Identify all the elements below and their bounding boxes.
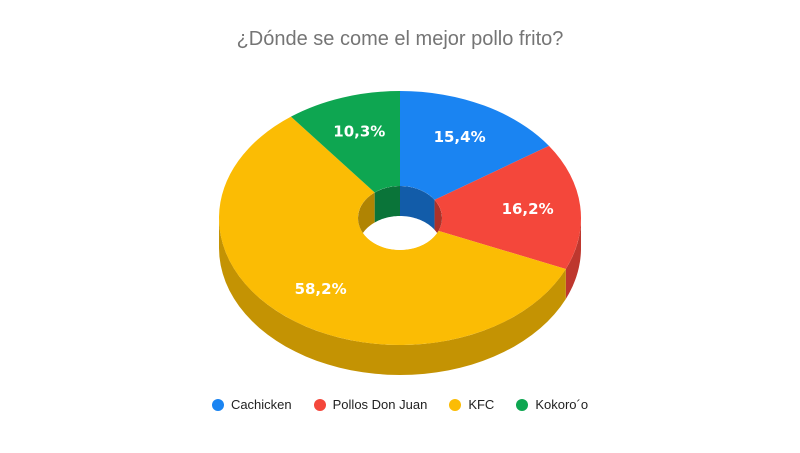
- chart-title: ¿Dónde se come el mejor pollo frito?: [236, 28, 564, 50]
- slice-0: [400, 91, 549, 200]
- pie-top: [219, 91, 581, 345]
- pie-labels: 15,4% 16,2% 58,2% 10,3%: [295, 122, 554, 297]
- slice-1: [434, 145, 581, 269]
- inner-wall-3-1: [374, 186, 400, 223]
- slice-label-1: 16,2%: [502, 200, 554, 218]
- legend-item-pollos-don-juan[interactable]: Pollos Don Juan: [313, 397, 428, 412]
- legend-label-kokoroo: Kokoro´o: [535, 397, 589, 412]
- legend: Cachicken Pollos Don Juan KFC Kokoro´o: [0, 397, 800, 412]
- slice-2: [219, 116, 566, 345]
- pie-hole: [358, 186, 442, 250]
- legend-item-kfc[interactable]: KFC: [449, 397, 494, 412]
- side-wall-2: [219, 218, 566, 375]
- legend-swatch-kfc: [449, 398, 462, 411]
- legend-item-cachicken[interactable]: Cachicken: [211, 397, 292, 412]
- slice-label-0: 15,4%: [434, 128, 486, 146]
- legend-label-cachicken: Cachicken: [230, 397, 292, 412]
- pie-sides: [219, 218, 581, 375]
- slice-3: [290, 91, 400, 193]
- inner-wall-0-0: [400, 186, 435, 230]
- legend-label-pollos-don-juan: Pollos Don Juan: [332, 397, 428, 412]
- legend-item-kokoroo[interactable]: Kokoro´o: [516, 397, 588, 412]
- legend-swatch-pollos-don-juan: [313, 398, 326, 411]
- slice-label-2: 58,2%: [295, 280, 347, 298]
- side-wall-1: [565, 218, 581, 299]
- slice-label-3: 10,3%: [333, 122, 385, 140]
- legend-label-kfc: KFC: [468, 397, 495, 412]
- legend-swatch-cachicken: [211, 398, 224, 411]
- inner-wall-2-1: [358, 192, 375, 248]
- legend-swatch-kokoroo: [516, 398, 529, 411]
